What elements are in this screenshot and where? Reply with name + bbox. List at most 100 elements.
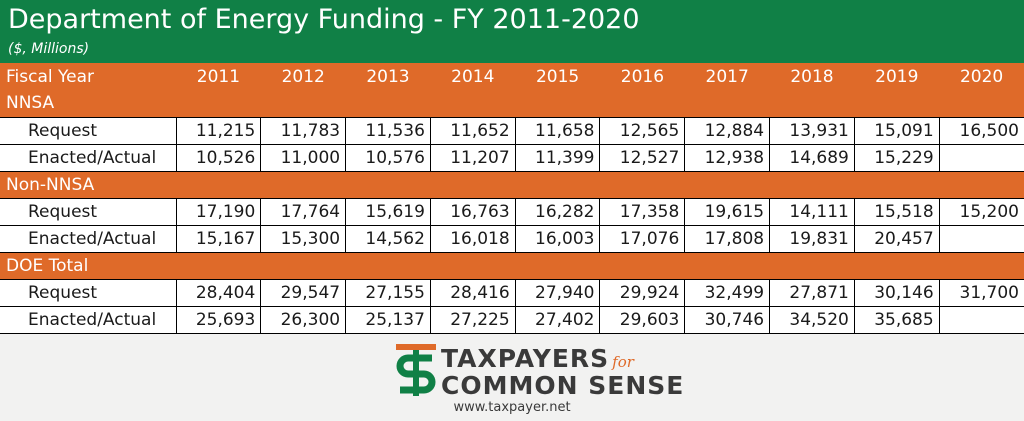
value-cell-2011: 25,693 xyxy=(175,305,262,334)
value-cell-2015: 27,940 xyxy=(514,278,601,307)
row-label: Enacted/Actual xyxy=(0,143,177,172)
header-row: Fiscal Year 2011 2012 2013 2014 2015 2016 2017 2… xyxy=(0,63,1024,90)
value-cell-2016: 17,076 xyxy=(599,224,686,253)
value-cell-2011: 17,190 xyxy=(175,197,262,226)
value-cell-2015: 11,399 xyxy=(514,143,601,172)
value-cell-2013: 15,619 xyxy=(345,197,431,226)
value-cell-2017: 19,615 xyxy=(684,197,771,226)
year-header-2015: 2015 xyxy=(515,63,600,90)
value-cell-2015: 16,282 xyxy=(514,197,601,226)
value-cell-2018: 14,689 xyxy=(769,143,855,172)
row-label: Request xyxy=(0,116,177,145)
logo-for: for xyxy=(612,353,634,371)
value-cell-2018: 14,111 xyxy=(769,197,855,226)
value-cell-2020: 16,500 xyxy=(938,116,1024,145)
value-cell-2016: 12,527 xyxy=(599,143,686,172)
value-cell-2014: 11,207 xyxy=(429,143,516,172)
year-header-2018: 2018 xyxy=(769,63,855,90)
title-banner: Department of Energy Funding - FY 2011-2… xyxy=(0,0,1024,63)
value-cell-2017: 12,938 xyxy=(684,143,771,172)
section-label: NNSA xyxy=(0,90,1024,117)
value-cell-2015: 27,402 xyxy=(514,305,601,334)
fiscal-year-header: Fiscal Year xyxy=(0,63,176,90)
value-cell-2014: 28,416 xyxy=(429,278,516,307)
value-cell-2016: 17,358 xyxy=(599,197,686,226)
value-cell-2014: 16,763 xyxy=(429,197,516,226)
year-header-2020: 2020 xyxy=(939,63,1024,90)
table-row: Enacted/Actual 15,167 15,300 14,562 16,018 16… xyxy=(0,224,1024,253)
value-cell-2014: 11,652 xyxy=(429,116,516,145)
value-cell-2013: 14,562 xyxy=(345,224,431,253)
value-cell-2020: 31,700 xyxy=(938,278,1024,307)
value-cell-2011: 28,404 xyxy=(175,278,262,307)
value-cell-2019: 15,229 xyxy=(853,143,940,172)
table-row: Enacted/Actual 25,693 26,300 25,137 27,225 27… xyxy=(0,305,1024,334)
logo-text-common-sense: COMMON SENSE xyxy=(441,371,685,400)
section-label: DOE Total xyxy=(0,252,1024,279)
value-cell-2012: 15,300 xyxy=(260,224,347,253)
year-header-2013: 2013 xyxy=(345,63,431,90)
chart-title: Department of Energy Funding - FY 2011-2… xyxy=(8,4,640,35)
year-header-2019: 2019 xyxy=(854,63,940,90)
row-label: Request xyxy=(0,197,177,226)
value-cell-2019: 35,685 xyxy=(853,305,940,334)
value-cell-2020 xyxy=(938,224,1024,253)
value-cell-2017: 17,808 xyxy=(684,224,771,253)
value-cell-2018: 34,520 xyxy=(769,305,855,334)
section-row: NNSA xyxy=(0,90,1024,117)
taxpayers-dollar-logo-icon xyxy=(396,344,436,396)
value-cell-2012: 26,300 xyxy=(260,305,347,334)
value-cell-2012: 17,764 xyxy=(260,197,347,226)
value-cell-2015: 11,658 xyxy=(514,116,601,145)
section-row: DOE Total xyxy=(0,252,1024,279)
year-header-2016: 2016 xyxy=(599,63,685,90)
table-row: Request 28,404 29,547 27,155 28,416 27,940 29,… xyxy=(0,278,1024,307)
value-cell-2011: 11,215 xyxy=(175,116,262,145)
value-cell-2019: 30,146 xyxy=(853,278,940,307)
value-cell-2017: 32,499 xyxy=(684,278,771,307)
year-header-2014: 2014 xyxy=(430,63,516,90)
value-cell-2013: 11,536 xyxy=(345,116,431,145)
value-cell-2014: 16,018 xyxy=(429,224,516,253)
value-cell-2019: 15,091 xyxy=(853,116,940,145)
funding-table: Fiscal Year 2011 2012 2013 2014 2015 2016 2017 2… xyxy=(0,63,1024,334)
value-cell-2013: 10,576 xyxy=(345,143,431,172)
value-cell-2011: 15,167 xyxy=(175,224,262,253)
value-cell-2018: 27,871 xyxy=(769,278,855,307)
year-header-2012: 2012 xyxy=(260,63,346,90)
table-row: Enacted/Actual 10,526 11,000 10,576 11,207 11… xyxy=(0,143,1024,172)
value-cell-2020 xyxy=(938,305,1024,334)
logo-url: www.taxpayer.net xyxy=(453,400,571,415)
row-label: Request xyxy=(0,278,177,307)
value-cell-2016: 29,924 xyxy=(599,278,686,307)
value-cell-2017: 12,884 xyxy=(684,116,771,145)
footer-logo: TAXPAYERS for COMMON SENSE www.taxpayer.n… xyxy=(0,333,1024,421)
table-body: Fiscal Year 2011 2012 2013 2014 2015 2016 2017 2… xyxy=(0,63,1024,334)
section-row: Non-NNSA xyxy=(0,171,1024,198)
value-cell-2017: 30,746 xyxy=(684,305,771,334)
table-row: Request 17,190 17,764 15,619 16,763 16,282 17,… xyxy=(0,197,1024,226)
table-row: Request 11,215 11,783 11,536 11,652 11,658 12,… xyxy=(0,116,1024,145)
logo-text-taxpayers: TAXPAYERS for xyxy=(441,345,634,376)
value-cell-2013: 27,155 xyxy=(345,278,431,307)
section-label: Non-NNSA xyxy=(0,171,1024,198)
row-label: Enacted/Actual xyxy=(0,224,177,253)
value-cell-2019: 20,457 xyxy=(853,224,940,253)
logo-taxpayers: TAXPAYERS xyxy=(441,344,610,373)
row-label: Enacted/Actual xyxy=(0,305,177,334)
value-cell-2012: 29,547 xyxy=(260,278,347,307)
value-cell-2011: 10,526 xyxy=(175,143,262,172)
value-cell-2018: 13,931 xyxy=(769,116,855,145)
value-cell-2014: 27,225 xyxy=(429,305,516,334)
value-cell-2013: 25,137 xyxy=(345,305,431,334)
value-cell-2016: 12,565 xyxy=(599,116,686,145)
value-cell-2012: 11,783 xyxy=(260,116,347,145)
value-cell-2020 xyxy=(938,143,1024,172)
value-cell-2018: 19,831 xyxy=(769,224,855,253)
chart-subtitle: ($, Millions) xyxy=(8,41,90,57)
value-cell-2012: 11,000 xyxy=(260,143,347,172)
year-header-2011: 2011 xyxy=(176,63,261,90)
value-cell-2019: 15,518 xyxy=(853,197,940,226)
year-header-2017: 2017 xyxy=(684,63,770,90)
